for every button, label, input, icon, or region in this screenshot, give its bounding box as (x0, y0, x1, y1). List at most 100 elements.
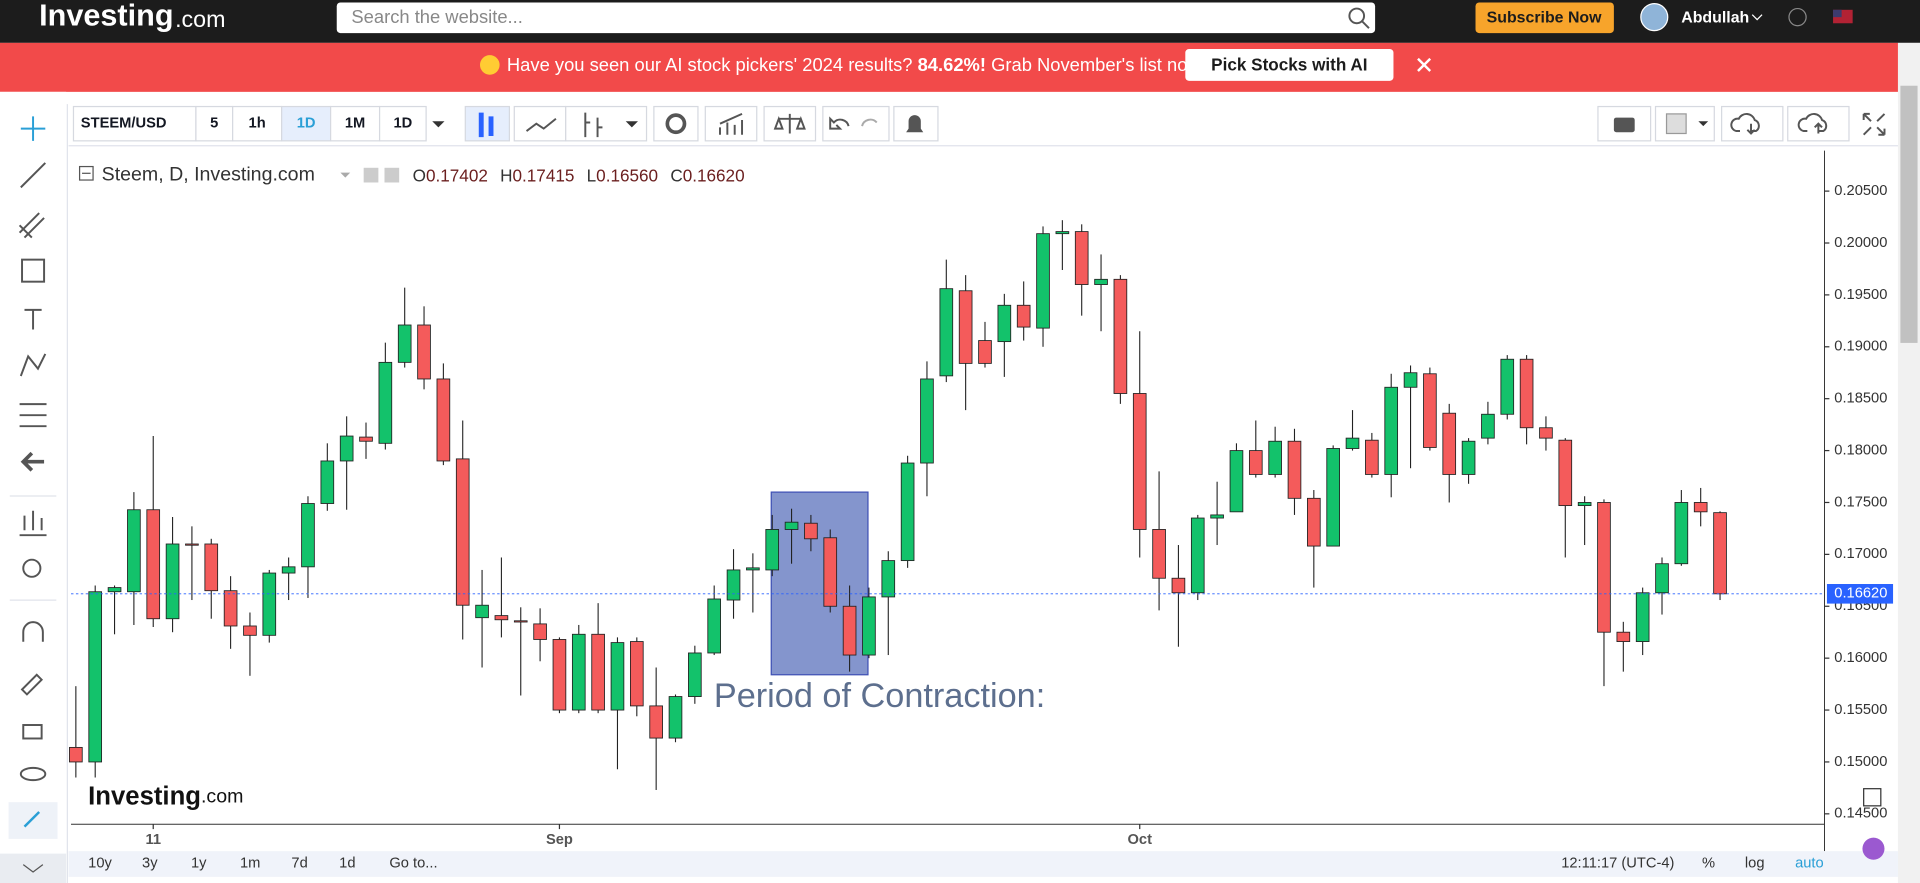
range-button[interactable]: 1m (240, 855, 260, 871)
prediction-tool[interactable] (19, 403, 47, 428)
indicator-dropdown[interactable] (625, 121, 638, 128)
candle-body (455, 458, 470, 606)
candle-body (1597, 502, 1611, 633)
lock-drawing-tool[interactable] (20, 673, 44, 696)
candle-style-icon (478, 112, 494, 138)
bottom-bar (68, 851, 1898, 877)
y-tick-label: 0.19000 (1834, 339, 1887, 355)
range-button[interactable]: 7d (291, 855, 307, 871)
shape-tool[interactable] (21, 258, 46, 283)
banner-emoji (480, 55, 500, 75)
interval-button[interactable] (330, 105, 381, 142)
scale-option[interactable]: % (1702, 855, 1715, 871)
lock-tool[interactable] (22, 724, 43, 740)
crosshair-tool[interactable] (20, 116, 46, 141)
undo-icon[interactable] (829, 116, 850, 130)
candle-body (784, 521, 799, 530)
search-placeholder: Search the website... (351, 6, 522, 27)
search-box[interactable] (336, 2, 1376, 34)
line-style-button[interactable] (513, 105, 567, 142)
banner-button[interactable] (1185, 48, 1394, 81)
candle-body (533, 623, 547, 640)
candle-body (765, 529, 780, 571)
range-button[interactable]: Go to... (389, 855, 437, 871)
candle-body (1539, 427, 1553, 439)
compare-button[interactable] (763, 105, 817, 142)
settings-button[interactable] (653, 105, 699, 142)
clock: 12:11:17 (UTC-4) (1561, 855, 1674, 871)
last-price-tag (1826, 584, 1894, 604)
pattern-tool[interactable] (19, 353, 47, 377)
range-button[interactable]: 10y (88, 855, 112, 871)
studies-button[interactable] (704, 105, 758, 142)
legend-collapse[interactable] (78, 165, 94, 181)
avatar[interactable] (1640, 3, 1669, 32)
banner-text-1: Have you seen our AI stock pickers' 2024… (507, 54, 913, 75)
assistant-icon[interactable] (1862, 837, 1885, 860)
scale-option[interactable]: log (1745, 855, 1765, 871)
measure-tool[interactable] (19, 510, 47, 537)
candle-body (146, 509, 161, 620)
candle-body (1345, 437, 1360, 449)
candle-body (1074, 231, 1089, 285)
ohlc-value: 0.17415 (513, 165, 575, 185)
compare-icon (773, 113, 806, 134)
text-tool[interactable] (24, 308, 42, 330)
fib-tool[interactable] (18, 212, 45, 239)
candle-body (1674, 502, 1689, 565)
visibility-tool[interactable] (19, 766, 47, 782)
book-icon[interactable] (1863, 788, 1882, 807)
subscribe-button[interactable] (1475, 2, 1614, 34)
candle-body (165, 543, 180, 620)
candle-body (513, 620, 528, 623)
interval-button[interactable] (378, 105, 427, 142)
legend-settings[interactable] (363, 167, 379, 183)
candle-body (862, 596, 876, 656)
legend-remove[interactable] (384, 167, 400, 183)
legend-dropdown[interactable] (340, 172, 351, 178)
candle-body (823, 537, 838, 607)
interval-label: 1h (249, 116, 266, 132)
redo-icon[interactable] (861, 118, 878, 127)
search-icon[interactable] (1348, 7, 1366, 25)
candle-body (475, 604, 489, 619)
scale-option[interactable]: auto (1795, 855, 1824, 871)
undo-redo-group[interactable] (822, 105, 890, 142)
zoom-tool[interactable] (22, 558, 42, 578)
trendline-tool[interactable] (20, 162, 46, 189)
settings-icon (665, 113, 687, 135)
fullscreen-icon[interactable] (1862, 112, 1886, 136)
scrollbar-thumb[interactable] (1900, 85, 1918, 343)
interval-button[interactable] (195, 105, 234, 142)
layout-dropdown[interactable] (1698, 121, 1709, 127)
watermark-suffix: .com (201, 785, 243, 807)
logo-suffix: .com (175, 6, 225, 32)
watermark-logo: Investing (88, 782, 201, 810)
flag-canton (1833, 9, 1842, 18)
candle-body (939, 288, 954, 377)
candle-body (1287, 440, 1302, 499)
user-name[interactable]: Abdullah (1681, 10, 1749, 27)
banner-close[interactable] (1417, 57, 1432, 72)
magnet-tool[interactable] (22, 621, 44, 642)
candle-body (1248, 450, 1263, 475)
range-button[interactable]: 1y (191, 855, 207, 871)
range-button[interactable]: 1d (339, 855, 355, 871)
interval-label: 1D (393, 116, 412, 132)
link-tool[interactable] (23, 811, 41, 828)
interval-label: 1M (345, 116, 365, 132)
clock-icon[interactable] (1788, 7, 1807, 27)
y-tick-label: 0.14500 (1834, 806, 1887, 822)
sidebar-collapse[interactable] (0, 853, 67, 883)
back-tool[interactable] (20, 451, 45, 472)
candle-body (436, 378, 451, 462)
last-price-label: 0.16620 (1834, 586, 1887, 602)
interval-button[interactable] (281, 105, 332, 142)
banner-text-2: Grab November's list now. (991, 54, 1205, 75)
cloud-download-icon (1730, 112, 1760, 135)
candle-style-button[interactable] (464, 105, 511, 142)
y-tick-label: 0.15000 (1834, 754, 1887, 770)
interval-dropdown[interactable] (432, 121, 445, 128)
range-button[interactable]: 3y (142, 855, 158, 871)
collapse-icon (22, 864, 44, 873)
